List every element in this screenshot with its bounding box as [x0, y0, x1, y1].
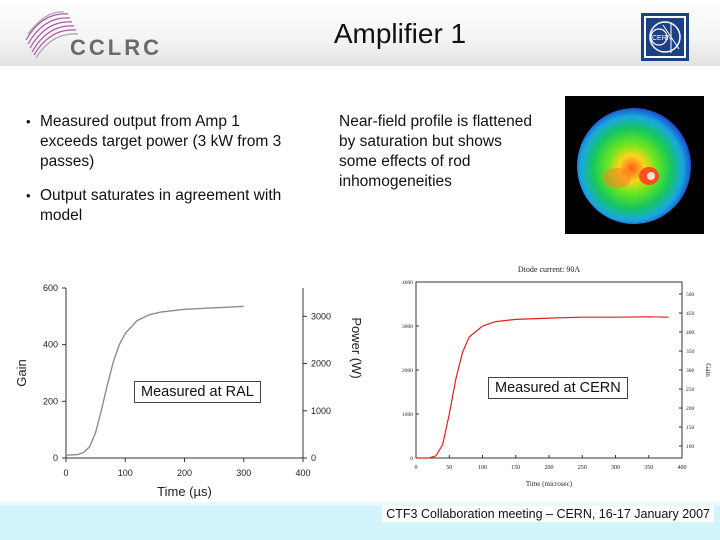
bullet-list: Measured output from Amp 1 exceeds targe…: [24, 112, 299, 240]
slide-title: Amplifier 1: [333, 18, 467, 49]
footer-text: CTF3 Collaboration meeting – CERN, 16-17…: [382, 506, 714, 522]
y2-tick-label: 450: [686, 311, 695, 317]
x-tick-label: 100: [118, 468, 133, 478]
y2-tick-label: 300: [686, 368, 695, 374]
cern-logo: CERN: [641, 13, 689, 61]
x-tick-label: 250: [578, 465, 587, 471]
chart-gain-cern: Diode current: 90A 0 50 100 150 200 250 300 350 4…: [402, 265, 712, 488]
plot-frame: [415, 281, 683, 459]
x-tick-label: 150: [511, 465, 520, 471]
y2-tick-label: 0: [311, 453, 316, 463]
footer-band: [0, 502, 720, 506]
svg-text:CERN: CERN: [652, 35, 672, 42]
y-axis-label: Gain: [704, 363, 712, 377]
chart-title: Diode current: 90A: [518, 265, 580, 274]
y2-tick-label: 2000: [311, 359, 331, 369]
y-tick-label: 4000: [402, 280, 413, 286]
series-line: [65, 305, 244, 456]
chart-gain-ral: 0 100 200 300 40002004006000100020003000Time…: [14, 283, 364, 499]
logo-text: CCLRC: [70, 35, 162, 60]
x-tick-label: 350: [644, 465, 653, 471]
y-tick-label: 3000: [402, 324, 413, 330]
y-axis-label: Gain: [14, 359, 29, 386]
cclrc-logo: [25, 11, 79, 59]
y2-tick-label: 350: [686, 349, 695, 355]
x-axis-label: Time (microsec): [526, 480, 573, 488]
x-tick-label: 400: [295, 468, 310, 478]
y-tick-label: 600: [43, 283, 58, 293]
x-tick-label: 0: [63, 468, 68, 478]
x-tick-label: 200: [545, 465, 554, 471]
bullet-item: Measured output from Amp 1 exceeds targe…: [24, 112, 299, 172]
x-tick-label: 100: [478, 465, 487, 471]
x-tick-label: 300: [236, 468, 251, 478]
nearfield-description: Near-field profile is flattened by satur…: [339, 113, 532, 190]
y-tick-label: 0: [410, 456, 413, 462]
y2-tick-label: 100: [686, 444, 695, 450]
y2-tick-label: 3000: [311, 311, 331, 321]
y-tick-label: 400: [43, 340, 58, 350]
chart-label-ral: Measured at RAL: [134, 381, 261, 403]
y-tick-label: 2000: [402, 368, 413, 374]
series-line: [416, 316, 669, 459]
y2-tick-label: 250: [686, 387, 695, 393]
y2-tick-label: 400: [686, 330, 695, 336]
y2-tick-label: 200: [686, 406, 695, 412]
footer-bar: CTF3 Collaboration meeting – CERN, 16-17…: [0, 502, 720, 540]
y-tick-label: 200: [43, 396, 58, 406]
y2-tick-label: 1000: [311, 406, 331, 416]
x-axis-label: Time (µs): [157, 484, 212, 499]
x-tick-label: 400: [678, 465, 687, 471]
y-tick-label: 0: [53, 453, 58, 463]
y2-tick-label: 500: [686, 292, 695, 298]
bullet-item: Output saturates in agreement with model: [24, 186, 299, 226]
chart-label-cern: Measured at CERN: [488, 377, 628, 399]
x-tick-label: 0: [415, 465, 418, 471]
y2-tick-label: 150: [686, 425, 695, 431]
nearfield-profile-image: [565, 96, 704, 234]
header-bar: CCLRC Amplifier 1 CERN: [0, 0, 720, 66]
y-tick-label: 1000: [402, 412, 413, 418]
x-tick-label: 200: [177, 468, 192, 478]
x-tick-label: 300: [611, 465, 620, 471]
y2-axis-label: Power (W): [349, 317, 364, 378]
x-tick-label: 50: [446, 465, 452, 471]
